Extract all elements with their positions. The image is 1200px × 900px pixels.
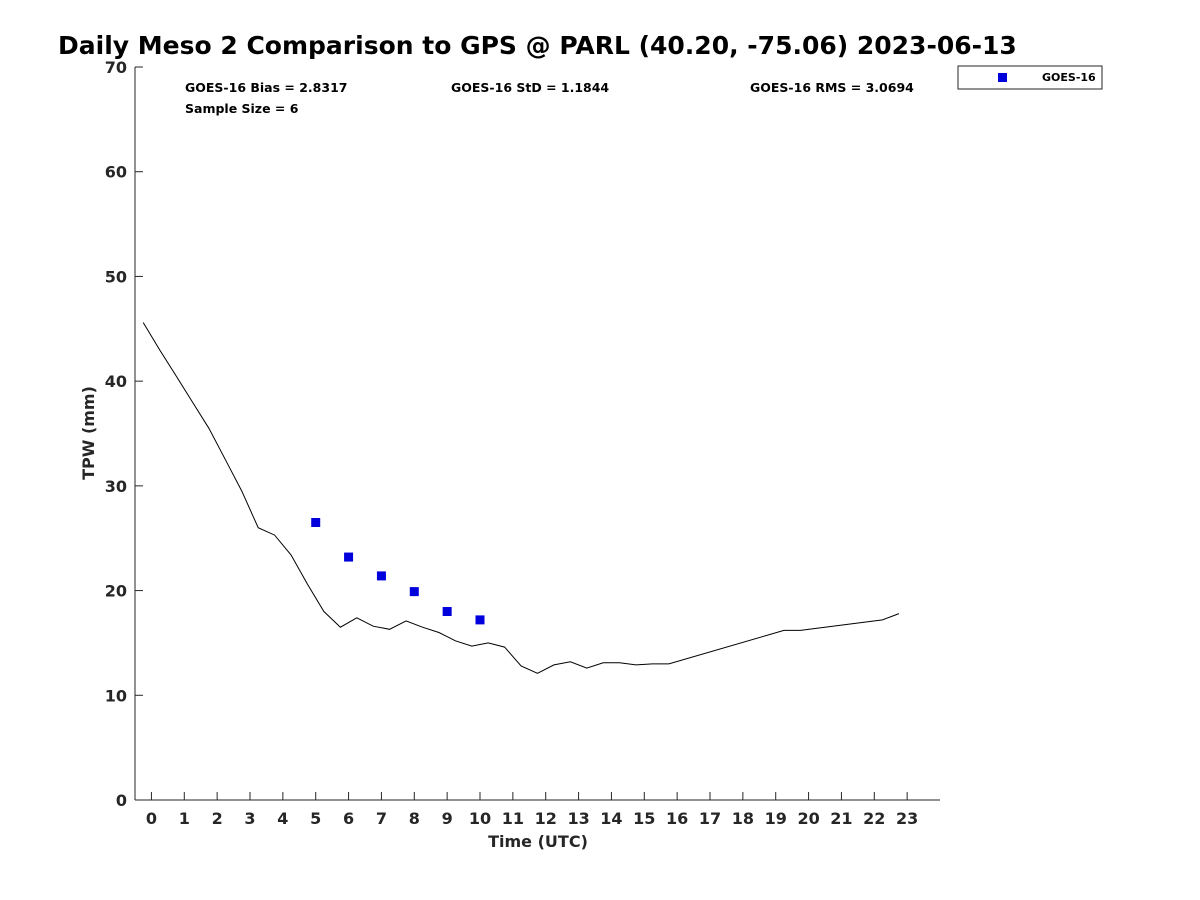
x-tick-label: 22	[863, 809, 885, 828]
x-tick-label: 10	[469, 809, 491, 828]
goes16-data-point	[442, 607, 452, 617]
x-tick-label: 3	[244, 809, 255, 828]
stat-std: GOES-16 StD = 1.1844	[451, 80, 609, 95]
y-tick-label: 70	[105, 58, 127, 77]
y-tick-label: 40	[105, 372, 127, 391]
x-tick-label: 0	[146, 809, 157, 828]
stat-bias: GOES-16 Bias = 2.8317	[185, 80, 347, 95]
goes16-data-point	[376, 571, 386, 581]
x-axis-ticks: 0 1 2 3 4 5 6 7 8 9 10 11 12 13 14 15 16 17 18 19 20 21 22 23	[146, 792, 918, 828]
series-layer	[142, 322, 900, 674]
stat-sample-size: Sample Size = 6	[185, 101, 299, 116]
legend-marker	[998, 73, 1007, 82]
goes16-data-point	[311, 518, 321, 528]
chart-title: Daily Meso 2 Comparison to GPS @ PARL (4…	[58, 31, 1017, 60]
goes16-data-point	[475, 615, 485, 625]
y-tick-label: 0	[116, 791, 127, 810]
x-tick-label: 14	[600, 809, 622, 828]
y-axis-ticks: 0 10 20 30 40 50 60 70	[105, 58, 143, 810]
x-tick-label: 17	[699, 809, 721, 828]
x-tick-label: 9	[442, 809, 453, 828]
legend-box	[957, 65, 1103, 90]
y-tick-label: 30	[105, 477, 127, 496]
stat-rms: GOES-16 RMS = 3.0694	[750, 80, 914, 95]
y-tick-label: 60	[105, 163, 127, 182]
x-tick-label: 1	[179, 809, 190, 828]
x-tick-label: 6	[343, 809, 354, 828]
x-tick-label: 15	[633, 809, 655, 828]
legend-label: GOES-16	[1042, 71, 1096, 84]
x-tick-label: 23	[896, 809, 918, 828]
legend: GOES-16	[957, 65, 1103, 90]
x-tick-label: 19	[765, 809, 787, 828]
x-tick-label: 11	[502, 809, 524, 828]
x-tick-label: 12	[535, 809, 557, 828]
x-tick-label: 8	[409, 809, 420, 828]
y-axis-label: TPW (mm)	[79, 386, 98, 480]
x-tick-label: 7	[376, 809, 387, 828]
x-tick-label: 18	[732, 809, 754, 828]
y-tick-label: 50	[105, 267, 127, 286]
y-tick-label: 10	[105, 686, 127, 705]
x-axis-label: Time (UTC)	[488, 832, 588, 851]
x-tick-label: 5	[310, 809, 321, 828]
x-tick-label: 13	[567, 809, 589, 828]
x-tick-label: 20	[797, 809, 819, 828]
goes16-data-point	[409, 587, 419, 597]
x-tick-label: 21	[830, 809, 852, 828]
x-tick-label: 16	[666, 809, 688, 828]
gps-tpw-line	[142, 322, 900, 674]
goes16-data-point	[344, 552, 354, 562]
x-tick-label: 4	[277, 809, 288, 828]
x-tick-label: 2	[212, 809, 223, 828]
y-tick-label: 20	[105, 582, 127, 601]
